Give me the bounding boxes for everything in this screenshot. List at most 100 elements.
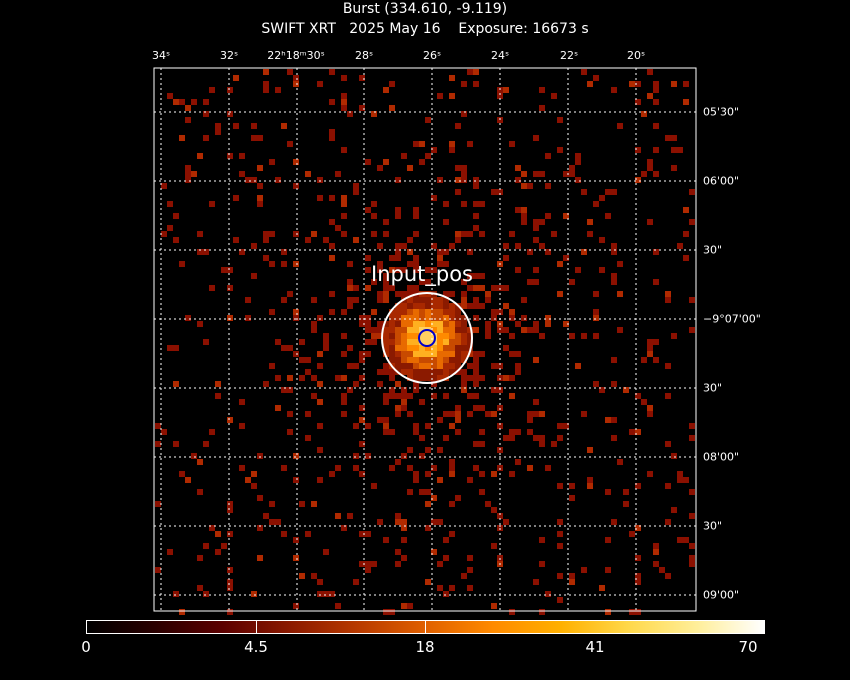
count-pixel: [521, 213, 527, 219]
count-pixel: [593, 333, 599, 339]
count-pixel: [677, 471, 683, 477]
count-pixel: [575, 267, 581, 273]
count-pixel: [623, 387, 629, 393]
count-pixel: [377, 417, 383, 423]
count-pixel: [269, 309, 275, 315]
count-pixel: [383, 297, 389, 303]
count-pixel: [473, 357, 479, 363]
count-pixel: [599, 267, 605, 273]
count-pixel: [389, 357, 395, 363]
count-pixel: [317, 351, 323, 357]
count-pixel: [467, 285, 473, 291]
count-pixel: [407, 261, 413, 267]
count-pixel: [425, 501, 431, 507]
count-pixel: [173, 441, 179, 447]
count-pixel: [467, 69, 473, 75]
count-pixel: [509, 333, 515, 339]
count-pixel: [389, 267, 395, 273]
count-pixel: [293, 315, 299, 321]
count-pixel: [539, 243, 545, 249]
count-pixel: [269, 519, 275, 525]
count-pixel: [539, 537, 545, 543]
count-pixel: [443, 297, 449, 303]
count-pixel: [509, 435, 515, 441]
colorbar-label: 70: [738, 638, 758, 656]
count-pixel: [371, 327, 377, 333]
count-pixel: [203, 543, 209, 549]
count-pixel: [515, 363, 521, 369]
count-pixel: [311, 501, 317, 507]
count-pixel: [341, 99, 347, 105]
count-pixel: [203, 135, 209, 141]
count-pixel: [395, 405, 401, 411]
count-pixel: [485, 333, 491, 339]
ra-tick-label: 34ˢ: [151, 49, 171, 62]
count-pixel: [569, 579, 575, 585]
count-pixel: [593, 381, 599, 387]
count-pixel: [503, 87, 509, 93]
count-pixel: [329, 195, 335, 201]
count-pixel: [293, 231, 299, 237]
count-pixel: [383, 273, 389, 279]
count-pixel: [599, 387, 605, 393]
count-pixel: [371, 333, 377, 339]
count-pixel: [401, 357, 407, 363]
count-pixel: [653, 543, 659, 549]
count-pixel: [431, 195, 437, 201]
count-pixel: [455, 309, 461, 315]
count-pixel: [437, 321, 443, 327]
count-pixel: [425, 363, 431, 369]
count-pixel: [509, 351, 515, 357]
count-pixel: [239, 249, 245, 255]
count-pixel: [245, 477, 251, 483]
count-pixel: [431, 549, 437, 555]
count-pixel: [467, 585, 473, 591]
count-pixel: [299, 375, 305, 381]
count-pixel: [401, 369, 407, 375]
count-pixel: [287, 141, 293, 147]
count-pixel: [281, 465, 287, 471]
count-pixel: [293, 75, 299, 81]
count-pixel: [341, 333, 347, 339]
count-pixel: [635, 429, 641, 435]
count-pixel: [443, 363, 449, 369]
count-pixel: [329, 69, 335, 75]
count-pixel: [305, 435, 311, 441]
count-pixel: [461, 381, 467, 387]
count-pixel: [263, 237, 269, 243]
count-pixel: [449, 321, 455, 327]
count-pixel: [191, 453, 197, 459]
count-pixel: [209, 285, 215, 291]
count-pixel: [341, 309, 347, 315]
count-pixel: [449, 363, 455, 369]
count-pixel: [299, 501, 305, 507]
count-pixel: [425, 297, 431, 303]
count-pixel: [461, 303, 467, 309]
count-pixel: [311, 393, 317, 399]
count-pixel: [545, 213, 551, 219]
count-pixel: [215, 381, 221, 387]
count-pixel: [611, 357, 617, 363]
count-pixel: [341, 93, 347, 99]
count-pixel: [257, 183, 263, 189]
count-pixel: [383, 231, 389, 237]
count-pixel: [425, 117, 431, 123]
count-pixel: [407, 339, 413, 345]
count-pixel: [407, 297, 413, 303]
count-pixel: [377, 267, 383, 273]
count-pixel: [443, 591, 449, 597]
count-pixel: [365, 207, 371, 213]
count-pixel: [341, 201, 347, 207]
count-pixel: [551, 231, 557, 237]
count-pixel: [425, 375, 431, 381]
count-pixel: [689, 423, 695, 429]
count-pixel: [383, 351, 389, 357]
count-pixel: [635, 525, 641, 531]
count-pixel: [437, 309, 443, 315]
count-pixel: [317, 195, 323, 201]
count-pixel: [365, 255, 371, 261]
count-pixel: [473, 81, 479, 87]
count-pixel: [173, 99, 179, 105]
count-pixel: [437, 93, 443, 99]
